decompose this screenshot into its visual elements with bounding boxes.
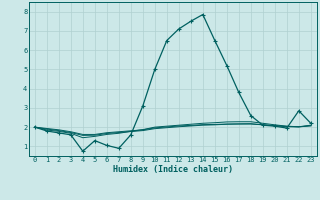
X-axis label: Humidex (Indice chaleur): Humidex (Indice chaleur): [113, 165, 233, 174]
